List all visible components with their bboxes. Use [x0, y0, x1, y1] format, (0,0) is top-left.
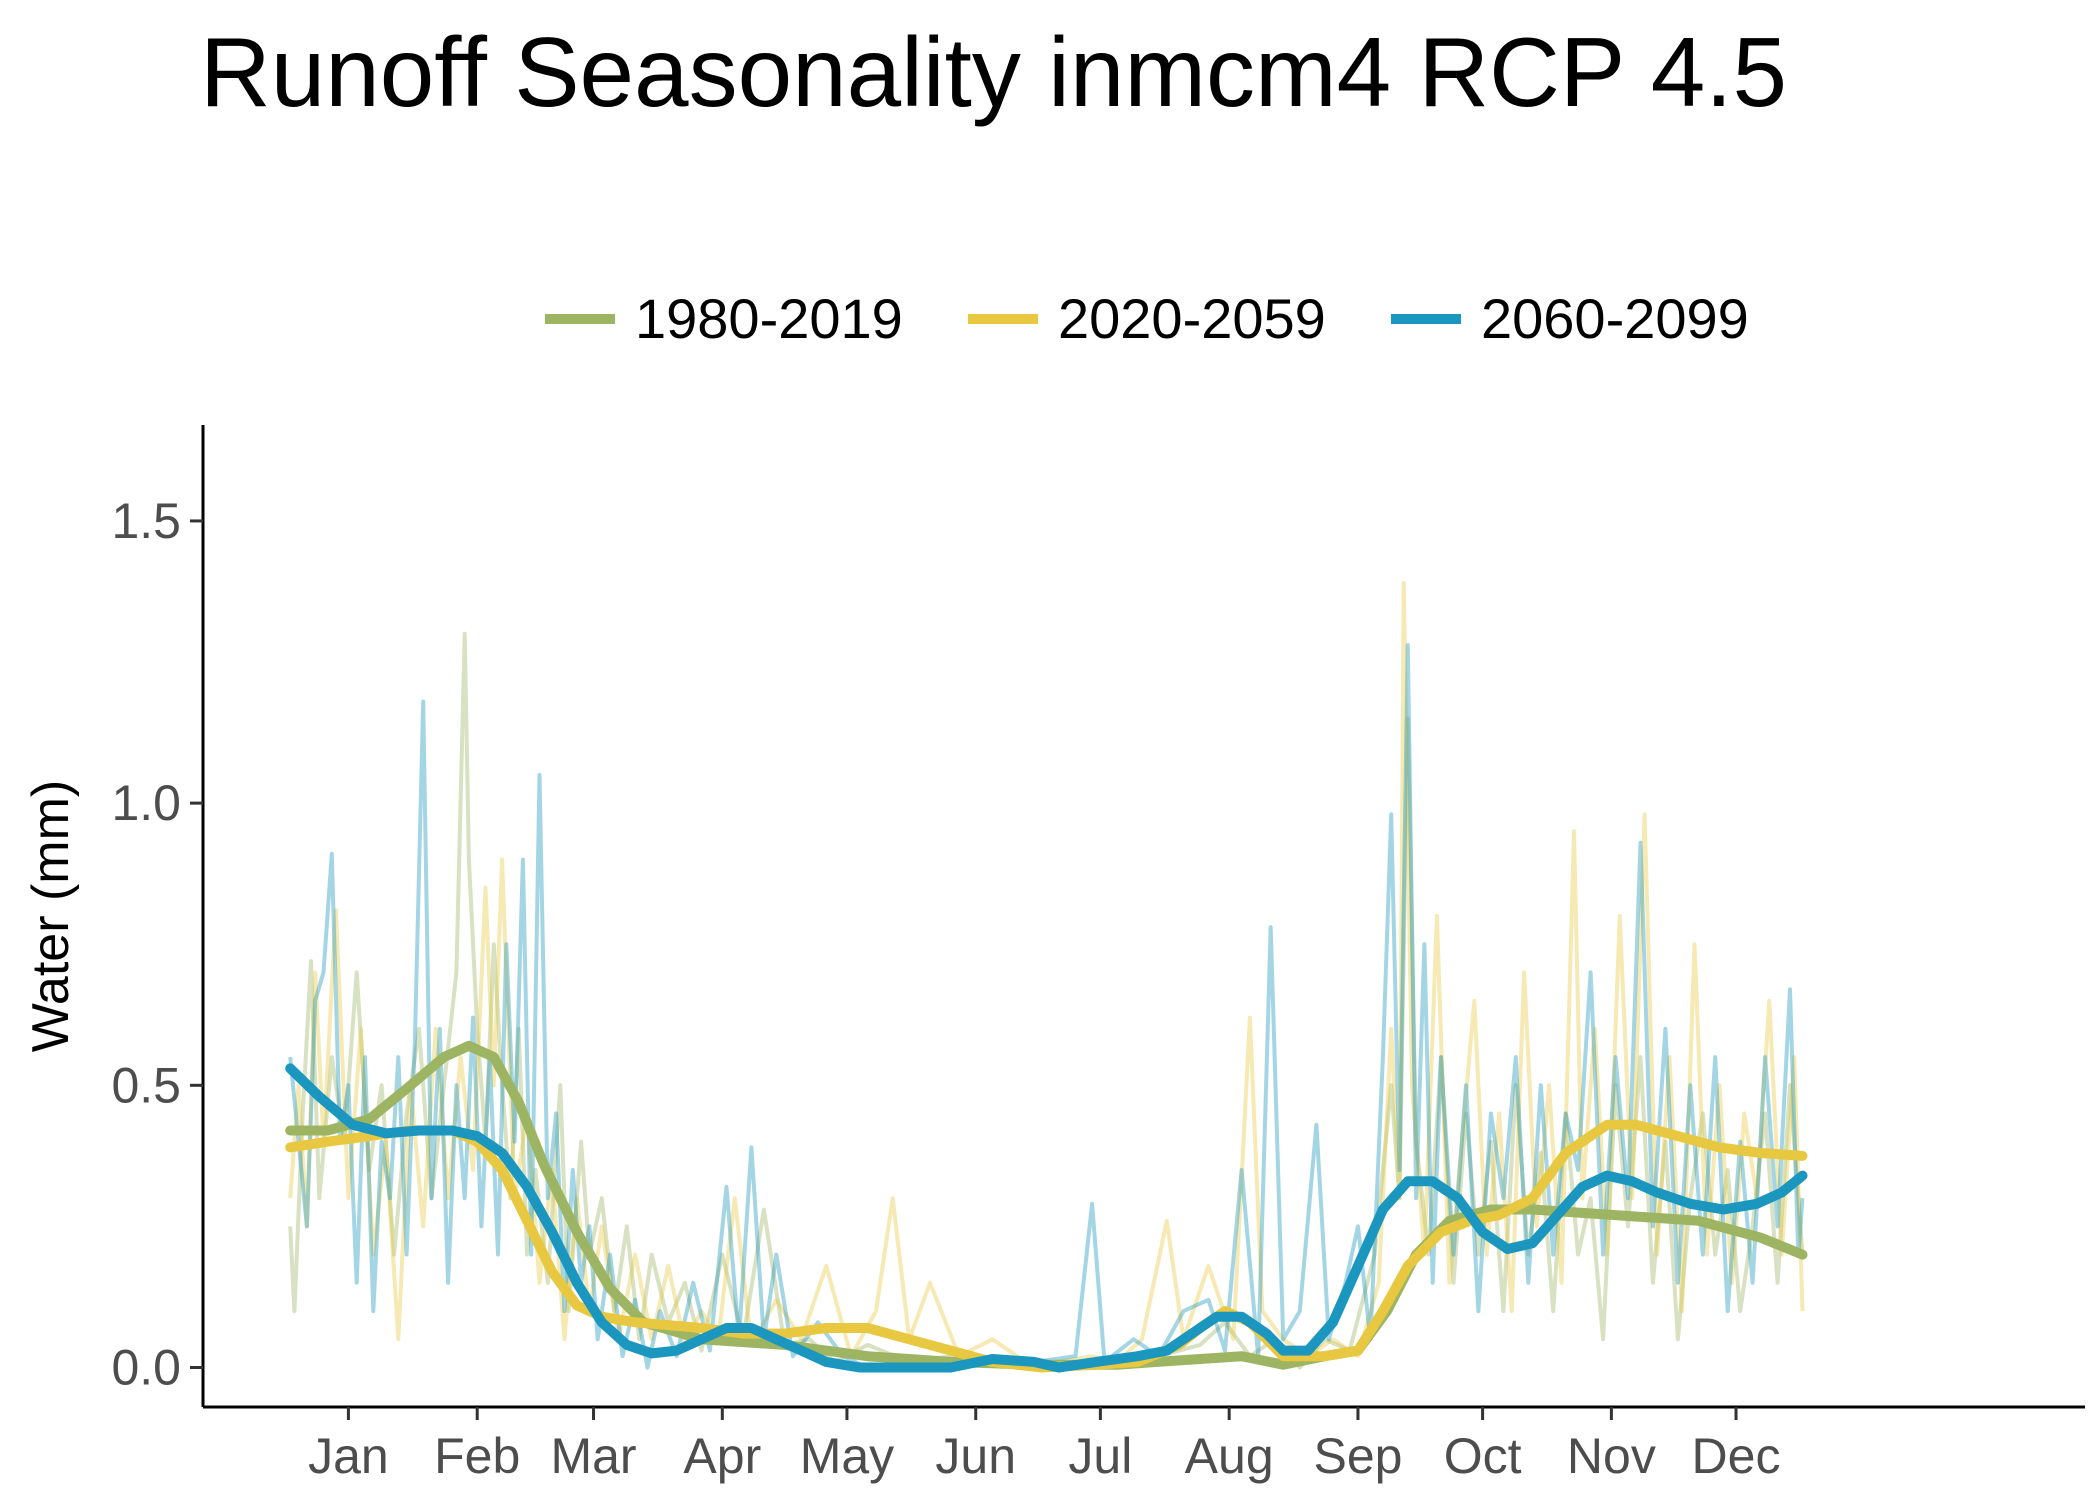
x-tick-label-may: May: [800, 1428, 894, 1484]
x-tick-label-nov: Nov: [1567, 1428, 1656, 1484]
x-tick-label-aug: Aug: [1185, 1428, 1274, 1484]
x-tick-label-feb: Feb: [434, 1428, 520, 1484]
chart-title: Runoff Seasonality inmcm4 RCP 4.5: [200, 17, 1787, 127]
x-tick-label-jun: Jun: [935, 1428, 1016, 1484]
legend-swatch-2060-2099: [1391, 314, 1461, 324]
legend-label: 1980-2019: [635, 287, 903, 350]
x-tick-label-mar: Mar: [550, 1428, 636, 1484]
series-daily-2060-2099: [288, 643, 1805, 1370]
legend: 1980-2019 2020-2059 2060-2099: [0, 284, 2100, 354]
y-tick-label: 1.0: [111, 775, 181, 831]
legend-swatch-1980-2019: [545, 314, 615, 324]
daily-lines-layer: [288, 581, 1805, 1370]
x-tick-label-jul: Jul: [1068, 1428, 1132, 1484]
legend-swatch-2020-2059: [968, 314, 1038, 324]
x-tick-label-oct: Oct: [1444, 1428, 1522, 1484]
x-tick-label-jan: Jan: [308, 1428, 389, 1484]
y-axis-label: Water (mm): [22, 780, 80, 1052]
y-tick-label: 0.0: [111, 1339, 181, 1395]
series-line-2060-2099: [285, 1063, 1808, 1373]
x-tick-label-dec: Dec: [1692, 1428, 1781, 1484]
legend-label: 2060-2099: [1481, 287, 1749, 350]
legend-label: 2020-2059: [1058, 287, 1326, 350]
axes-layer: 0.0 0.5 1.0 1.5 Jan Feb Mar Apr May Jun Jul Aug Sep O…: [22, 425, 2085, 1484]
x-tick-label-apr: Apr: [683, 1428, 761, 1484]
smooth-lines-layer: [285, 1040, 1808, 1373]
x-tick-label-sep: Sep: [1313, 1428, 1402, 1484]
y-tick-label: 1.5: [111, 493, 181, 549]
y-tick-label: 0.5: [111, 1057, 181, 1113]
